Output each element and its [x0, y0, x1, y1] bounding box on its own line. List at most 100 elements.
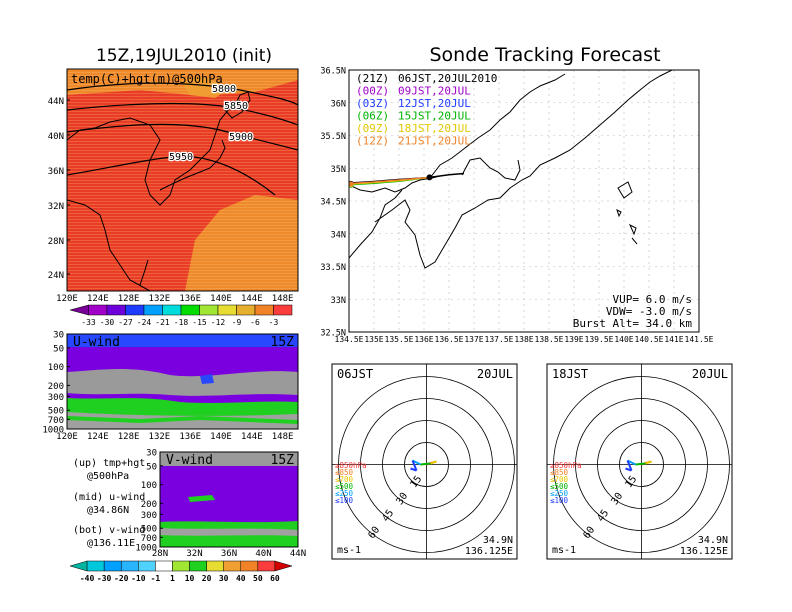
legend-jst-4: 18JST,20JUL — [398, 122, 471, 135]
track-lat-tick: 35.5N — [320, 132, 346, 142]
uwind-lon-tick: 124E — [87, 432, 109, 442]
legend-jst-3: 15JST,20JUL — [398, 110, 471, 123]
polar-frame — [546, 363, 733, 560]
uwind-p-tick: 100 — [48, 363, 64, 373]
uwind-lon-tick: 148E — [272, 432, 294, 442]
vwind-colorbar-label: -1 — [151, 574, 161, 583]
vwind-colorbar-swatch — [138, 560, 156, 572]
temp-colorbar-label: -6 — [250, 318, 260, 327]
uwind-lon-tick: 136E — [179, 432, 201, 442]
legend-jst-0: 06JST,20JUL2010 — [398, 72, 497, 85]
polar-frame — [331, 363, 518, 560]
track-lon-tick: 140.5E — [635, 335, 664, 344]
temp-lon-tick: 124E — [87, 294, 109, 304]
polar-unit: ms-1 — [337, 545, 361, 556]
hodograph-segment — [625, 467, 632, 472]
temp-lat-tick: 36N — [48, 167, 64, 177]
vwind-colorbar-swatch — [155, 560, 173, 572]
legend-jst-1: 09JST,20JUL — [398, 85, 471, 98]
uwind-time: 15Z — [271, 335, 295, 350]
uwind-p-tick: 500 — [48, 407, 64, 417]
vwind-p-tick: 500 — [141, 525, 157, 535]
temp-panel-label: temp(C)+hgt(m)@500hPa — [71, 72, 223, 86]
coastline-honshu-south — [374, 70, 673, 269]
contour-5950 — [67, 155, 276, 196]
legend-mid: (mid) u-wind — [73, 492, 145, 503]
contour-label-5950: 5950 — [169, 152, 193, 163]
temp-map-panel: temp(C)+hgt(m)@500hPa 5800 5850 5900 595… — [48, 68, 299, 327]
temp-lat-tick: 28N — [48, 237, 64, 247]
vwind-colorbar-swatch — [223, 560, 242, 572]
contour-label-5900: 5900 — [229, 132, 253, 143]
temp-colorbar-label: -27 — [118, 318, 133, 327]
track-lon-tick: 137E — [464, 335, 483, 344]
temp-lat-tick: 44N — [48, 97, 64, 107]
polar-level-label: ≤850 — [335, 468, 354, 477]
track-lon-tick: 135.5E — [385, 335, 414, 344]
uwind-p-tick: 1000 — [42, 426, 64, 436]
temp-colorbar-swatch — [217, 304, 237, 316]
hodograph-segment — [420, 462, 431, 466]
temp-colorbar-label: -24 — [137, 318, 152, 327]
legend-up: (up) tmp+hgt — [73, 458, 145, 469]
coastline-seto — [349, 175, 441, 193]
temp-colorbar-label: -3 — [269, 318, 279, 327]
temp-colorbar-swatch — [254, 304, 274, 316]
temp-lat-tick: 40N — [48, 132, 64, 142]
polar-level-label: ≤100 — [550, 496, 569, 505]
temp-lon-tick: 128E — [118, 294, 140, 304]
polar-level-label: ≥850hPa — [550, 461, 582, 470]
temp-colorbar-label: -33 — [81, 318, 96, 327]
vwind-colorbar-label: 50 — [253, 574, 263, 583]
temp-colorbar-swatch — [199, 304, 219, 316]
vup-text: VUP= 6.0 m/s — [613, 293, 692, 306]
legend-utc-5: (12Z) — [356, 135, 389, 148]
polar-lon: 136.125E — [680, 546, 728, 557]
vwind-colorbar-label: 20 — [202, 574, 212, 583]
temp-colorbar-swatch — [69, 304, 89, 316]
polar-time: 18JST — [552, 367, 588, 381]
vwind-p-tick: 200 — [141, 500, 157, 510]
vwind-colorbar-label: 1 — [170, 574, 175, 583]
polar-level-label: ≥850hPa — [335, 461, 367, 470]
ascent-path — [429, 172, 465, 179]
vwind-colorbar-swatch — [120, 560, 139, 572]
vwind-colorbar-swatch — [69, 560, 88, 572]
track-lat-tick: 36.5N — [320, 67, 346, 77]
vwind-lat-tick: 32N — [186, 549, 202, 559]
tracking-map-panel: (21Z) 06JST,20JUL2010 (00Z) 09JST,20JUL (03Z… — [320, 67, 713, 345]
vwind-p-tick: 700 — [141, 534, 157, 544]
track-lon-tick: 138E — [514, 335, 533, 344]
temp-colorbar-label: -12 — [211, 318, 226, 327]
vwind-colorbar-label: -10 — [131, 574, 146, 583]
track-lat-tick: 35N — [331, 165, 346, 175]
vwind-p-tick: 100 — [141, 481, 157, 491]
track-lat-tick: 36N — [331, 99, 346, 109]
vwind-p-tick: 30 — [146, 449, 157, 459]
coastline-china — [67, 199, 151, 291]
legend-bot2: @136.11E — [87, 538, 135, 549]
uwind-lon-tick: 144E — [241, 432, 263, 442]
vwind-colorbar-label: 30 — [219, 574, 229, 583]
track-lon-tick: 141E — [664, 335, 683, 344]
track-lon-tick: 136E — [414, 335, 433, 344]
vdw-text: VDW= -3.0 m/s — [606, 305, 692, 318]
hodograph-segment — [410, 467, 417, 472]
launch-point — [426, 174, 433, 181]
temp-lon-axis: 120E 124E 128E 132E 136E 140E 144E 148E — [56, 294, 293, 304]
burst-text: Burst Alt= 34.0 km — [573, 317, 693, 330]
temp-lon-tick: 144E — [241, 294, 263, 304]
vwind-colorbar-swatch — [172, 560, 190, 572]
contour-5900 — [67, 123, 298, 151]
uwind-lon-tick: 128E — [118, 432, 140, 442]
coastline-shikoku — [349, 189, 403, 259]
vwind-lat-tick: 40N — [255, 549, 271, 559]
temp-colorbar-label: -30 — [100, 318, 115, 327]
legend-utc-1: (00Z) — [356, 85, 389, 98]
hodograph-segment — [430, 460, 437, 465]
tracking-lat-axis: 36.5N 36N 35.5N 35N 34.5N 34N 33.5N 33N 32.5N — [320, 67, 346, 339]
polar-level-label: ≤250 — [335, 489, 354, 498]
